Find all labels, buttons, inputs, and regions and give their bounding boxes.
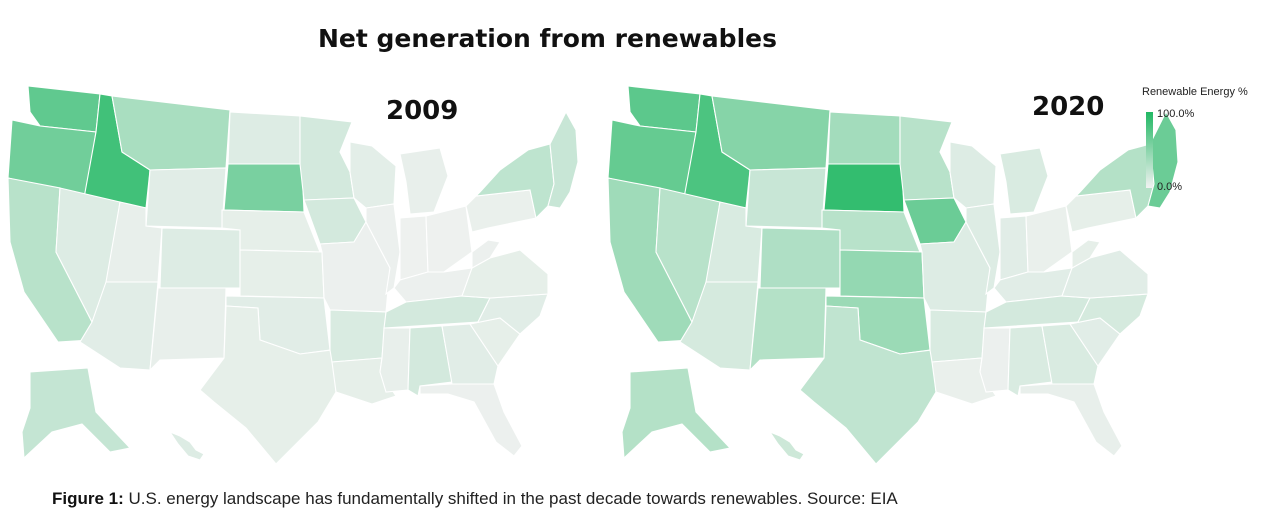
caption-text: U.S. energy landscape has fundamentally … <box>123 489 898 508</box>
state-az <box>679 281 759 371</box>
state-oh <box>425 205 473 273</box>
state-wv <box>1071 239 1101 269</box>
state-tx <box>799 305 937 465</box>
state-nd <box>227 111 301 165</box>
state-mn <box>299 115 355 201</box>
year-label-1: 2009 <box>386 96 459 126</box>
state-fl <box>419 383 523 457</box>
caption-label: Figure 1: <box>52 489 124 508</box>
state-ms <box>979 327 1011 393</box>
state-ak <box>621 367 732 460</box>
state-fl <box>1019 383 1123 457</box>
state-nm <box>749 287 827 372</box>
choropleth-map-2009 <box>7 85 579 465</box>
choropleth-map-2020 <box>607 85 1179 465</box>
state-wy <box>145 167 227 229</box>
state-az <box>79 281 159 371</box>
state-wi <box>349 141 397 209</box>
state-oh <box>1025 205 1073 273</box>
state-ar <box>329 309 387 363</box>
state-wv <box>471 239 501 269</box>
map-panel-2 <box>600 72 1180 472</box>
color-legend: Renewable Energy % 100.0% 0.0% <box>1141 86 1265 196</box>
legend-color-bar <box>1146 112 1153 188</box>
state-mi <box>999 147 1049 215</box>
legend-max-label: 100.0% <box>1157 108 1195 120</box>
figure-caption: Figure 1: U.S. energy landscape has fund… <box>52 489 898 509</box>
state-wy <box>745 167 827 229</box>
state-ks <box>839 249 925 299</box>
chart-title: Net generation from renewables <box>318 24 777 53</box>
state-ks <box>239 249 325 299</box>
state-nm <box>149 287 227 372</box>
year-label-2: 2020 <box>1032 92 1105 122</box>
state-ga <box>441 323 499 385</box>
state-nd <box>827 111 901 165</box>
map-panel-1 <box>0 72 580 472</box>
state-tx <box>199 305 337 465</box>
state-wa <box>27 85 101 133</box>
state-mn <box>899 115 955 201</box>
state-in <box>399 215 429 281</box>
state-in <box>999 215 1029 281</box>
legend-title: Renewable Energy % <box>1142 86 1248 98</box>
state-ne-reg <box>547 110 579 209</box>
state-ms <box>379 327 411 393</box>
state-sd <box>223 163 305 213</box>
legend-min-label: 0.0% <box>1157 181 1183 193</box>
state-co <box>759 227 841 289</box>
state-hi <box>168 430 205 461</box>
state-wa <box>627 85 701 133</box>
state-ar <box>929 309 987 363</box>
state-co <box>159 227 241 289</box>
state-il <box>365 203 401 296</box>
state-mi <box>399 147 449 215</box>
state-ak <box>21 367 132 460</box>
state-il <box>965 203 1001 296</box>
state-wi <box>949 141 997 209</box>
state-sd <box>823 163 905 213</box>
state-hi <box>768 430 805 461</box>
state-ga <box>1041 323 1099 385</box>
